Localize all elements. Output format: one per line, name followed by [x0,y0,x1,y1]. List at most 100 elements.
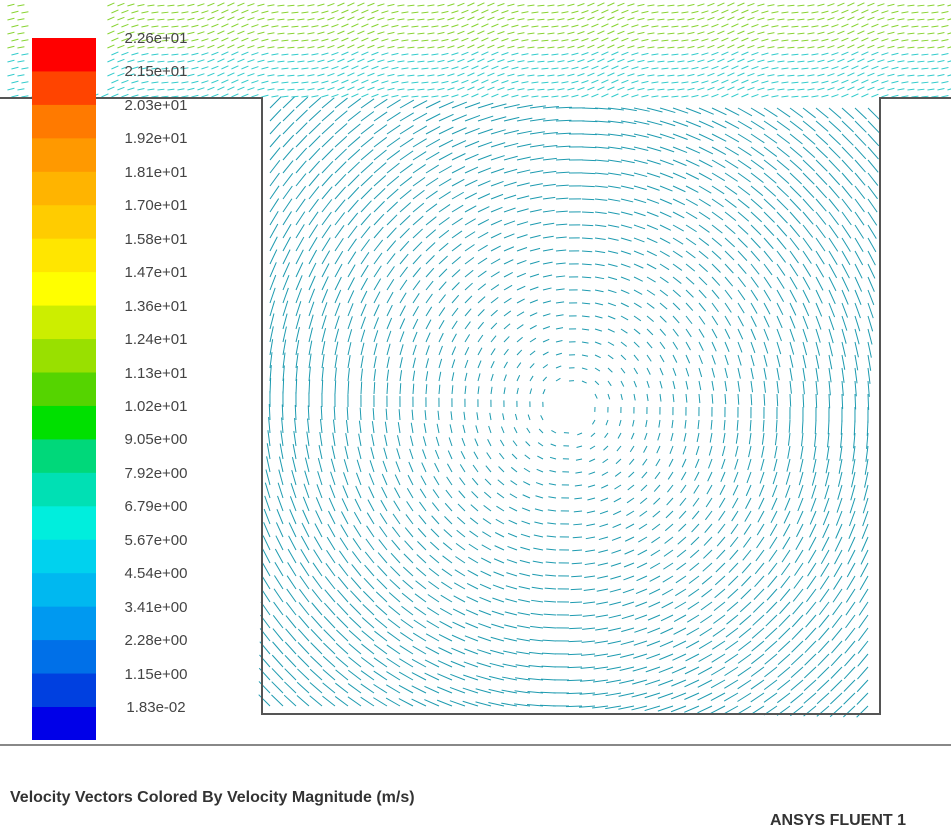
velocity-vector [803,134,815,144]
velocity-vector [301,54,308,55]
velocity-vector [251,67,258,69]
velocity-vector [413,332,417,342]
velocity-vector [237,45,244,48]
velocity-vector [707,3,714,6]
velocity-vector [595,290,604,292]
velocity-vector [727,615,738,624]
velocity-vector [407,488,413,498]
velocity-vector [517,209,529,212]
velocity-vector [634,381,636,387]
velocity-vector [387,138,400,147]
velocity-vector [221,66,228,69]
velocity-vector [322,696,335,706]
velocity-vector [556,366,561,368]
velocity-vector [301,536,309,550]
velocity-vector [452,308,458,316]
velocity-vector [367,45,374,48]
velocity-vector [261,11,268,13]
velocity-vector [712,264,721,272]
velocity-vector [348,213,358,225]
velocity-vector [426,358,429,368]
velocity-vector [437,74,444,76]
velocity-vector [634,628,647,632]
velocity-vector [381,53,388,55]
velocity-vector [608,381,611,386]
velocity-vector [374,201,385,212]
velocity-vector [400,203,411,212]
velocity-vector [751,66,758,69]
velocity-vector [711,38,718,41]
velocity-vector [621,147,635,150]
velocity-vector [231,24,238,27]
velocity-vector [421,82,428,83]
velocity-vector [640,498,647,504]
velocity-vector [868,212,877,225]
velocity-vector [441,11,448,13]
velocity-vector [517,235,528,238]
velocity-vector [787,89,794,90]
velocity-vector [7,60,14,62]
velocity-vector [725,368,727,378]
velocity-vector [341,52,348,55]
velocity-vector [634,290,642,294]
velocity-vector [444,530,452,537]
velocity-vector [347,59,354,62]
velocity-vector [465,103,480,108]
velocity-vector [437,687,452,693]
velocity-vector [504,324,510,329]
velocity-vector [436,437,439,446]
velocity-vector [712,316,718,325]
velocity-vector [426,126,440,134]
velocity-vector [829,355,832,369]
velocity-vector [400,331,404,342]
velocity-vector [862,537,868,552]
velocity-vector [211,24,218,27]
velocity-vector [819,628,829,640]
velocity-vector [738,355,741,366]
velocity-vector [517,337,523,342]
velocity-vector [471,505,478,511]
colorbar-label: 2.26e+01 [100,30,212,47]
velocity-vector [267,19,274,20]
velocity-vector [808,550,816,563]
velocity-vector [761,25,768,27]
velocity-vector [764,199,775,209]
velocity-vector [711,80,718,83]
velocity-vector [465,245,475,251]
velocity-vector [599,524,608,527]
colorbar-label: 1.36e+01 [100,298,212,315]
velocity-vector [286,616,296,628]
velocity-vector [764,173,776,183]
velocity-vector [891,81,898,83]
velocity-vector [681,68,688,69]
velocity-vector [673,225,684,231]
velocity-vector [751,342,755,353]
velocity-vector [461,38,468,41]
velocity-vector [491,143,505,147]
velocity-vector [505,599,517,602]
velocity-vector [827,446,829,460]
velocity-vector [729,563,738,573]
velocity-vector [737,420,738,431]
velocity-vector [751,134,764,143]
velocity-vector [707,17,714,20]
velocity-vector [465,154,479,160]
velocity-vector [738,394,739,405]
velocity-vector [827,46,834,48]
velocity-vector [803,342,807,355]
velocity-vector [847,17,854,20]
velocity-vector [608,173,621,175]
velocity-vector [634,225,645,229]
velocity-vector [439,192,451,199]
velocity-vector [699,134,713,141]
velocity-vector [427,33,434,34]
velocity-vector [439,346,442,355]
velocity-vector [361,317,365,329]
velocity-vector [475,439,478,446]
velocity-vector [751,251,760,261]
velocity-vector [357,87,364,90]
velocity-vector [487,45,494,48]
velocity-vector [517,639,530,641]
velocity-vector [331,80,338,83]
velocity-vector [544,601,556,602]
